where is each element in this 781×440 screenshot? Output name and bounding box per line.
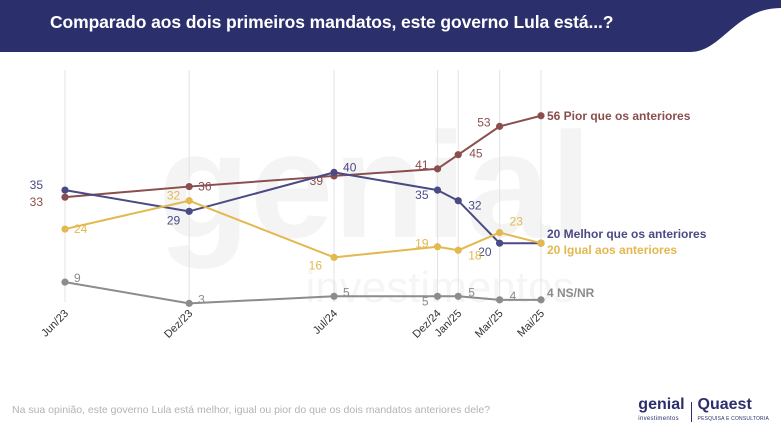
data-label: 19 (415, 237, 429, 251)
watermark-subtext: investimentos (305, 263, 574, 312)
header-shape (0, 0, 781, 52)
data-label: 9 (74, 271, 81, 285)
data-point (537, 239, 545, 247)
data-label: 5 (422, 294, 429, 308)
data-label: 53 (477, 115, 491, 129)
quaest-logo-sub: PESQUISA E CONSULTORIA (697, 416, 769, 422)
data-point (433, 186, 442, 194)
data-label: 23 (510, 215, 524, 229)
logo-divider (690, 402, 692, 422)
data-label: 24 (74, 222, 88, 236)
data-point (185, 197, 193, 205)
data-point (330, 292, 338, 300)
data-point (454, 151, 462, 159)
data-point (185, 182, 193, 191)
data-label: 4 (510, 289, 517, 303)
data-point (433, 243, 442, 251)
quaest-logo: Quaest PESQUISA E CONSULTORIA (697, 396, 769, 426)
data-point (330, 253, 338, 261)
data-point (330, 168, 338, 176)
series-end-label: 56 Pior que os anteriores (547, 109, 691, 123)
data-label: 5 (468, 285, 475, 299)
data-point (454, 292, 462, 300)
data-point (496, 228, 504, 237)
data-label: 29 (167, 213, 181, 227)
data-point (61, 278, 69, 286)
series-end-label: 20 Melhor que os anteriores (547, 227, 707, 241)
logos: genial investimentos Quaest PESQUISA E C… (638, 396, 769, 426)
data-label: 20 (478, 245, 492, 259)
data-point (185, 299, 193, 307)
data-point (61, 225, 69, 233)
data-point (537, 296, 545, 304)
page-title: Comparado aos dois primeiros mandatos, e… (50, 12, 614, 32)
survey-question: Na sua opinião, este governo Lula está m… (12, 404, 491, 416)
x-tick-label: Mai/25 (515, 308, 547, 340)
header-banner: Comparado aos dois primeiros mandatos, e… (0, 0, 781, 52)
watermark-text: genial (158, 101, 591, 269)
data-label: 35 (415, 188, 429, 202)
data-label: 40 (343, 160, 357, 174)
data-label: 18 (468, 248, 482, 262)
genial-logo-sub: investimentos (638, 416, 679, 422)
data-label: 16 (309, 258, 323, 272)
data-point (454, 246, 462, 254)
data-label: 41 (415, 158, 429, 172)
x-tick-label: Jul/24 (311, 308, 340, 337)
data-label: 35 (30, 178, 44, 192)
data-point (61, 186, 69, 194)
data-point (496, 296, 504, 304)
series-end-label: 4 NS/NR (547, 286, 595, 300)
data-point (454, 197, 462, 205)
series-end-label: 20 Igual aos anteriores (547, 243, 677, 257)
data-point (433, 292, 442, 300)
quaest-logo-text: Quaest (697, 396, 752, 413)
genial-logo-text: genial (638, 396, 685, 413)
genial-logo: genial investimentos (638, 396, 685, 426)
data-point (496, 239, 504, 247)
data-label: 5 (343, 285, 350, 299)
data-point (433, 165, 442, 173)
data-point (496, 122, 504, 130)
data-label: 32 (167, 189, 181, 203)
data-point (537, 112, 545, 120)
data-label: 32 (468, 199, 482, 213)
data-label: 3 (198, 292, 205, 306)
x-tick-label: Jun/23 (39, 308, 71, 340)
data-label: 45 (469, 147, 483, 161)
data-label: 36 (198, 180, 212, 194)
data-point (61, 193, 69, 201)
x-tick-label: Dez/23 (162, 308, 195, 341)
x-tick-label: Mar/25 (473, 308, 506, 341)
data-point (185, 207, 193, 215)
data-label: 33 (30, 195, 44, 209)
